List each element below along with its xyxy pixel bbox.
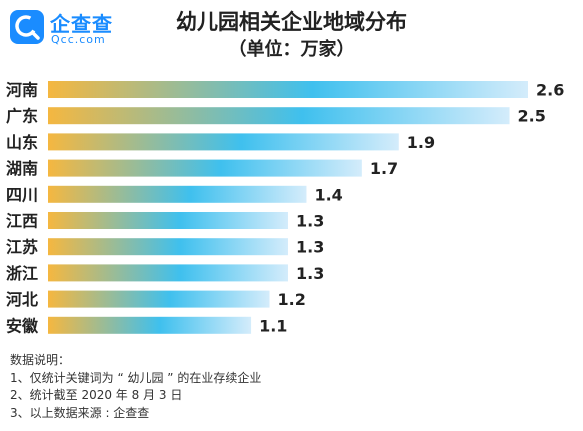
category-label: 山东 <box>6 133 38 152</box>
brand-name: 企查查 <box>50 12 113 36</box>
bar <box>48 159 362 177</box>
chart-unit: （单位：万家） <box>228 39 355 60</box>
bar <box>48 290 270 308</box>
brand-logo: 企查查 Qcc.com <box>10 8 120 48</box>
bar <box>48 212 288 229</box>
category-label: 江苏 <box>6 238 38 257</box>
bar-chart: 河南 2.6 广东 2.5 山东 1.9 湖南 1.7 四川 1.4 江西 1.3 江苏 1.3 浙江 1.3… <box>6 81 564 336</box>
chart-title: 幼儿园相关企业地域分布 <box>176 10 407 34</box>
value-label: 1.3 <box>296 264 324 283</box>
brand-domain: Qcc.com <box>51 33 106 46</box>
bar <box>48 264 288 282</box>
note-item-3: 3、以上数据来源 : 企查查 <box>10 405 150 420</box>
data-notes: 数据说明： 1、仅统计关键词为 “ 幼儿园 ” 的在业存续企业 2、统计截至 2… <box>10 352 261 422</box>
value-label: 1.3 <box>296 238 324 257</box>
bar <box>48 81 528 98</box>
category-label: 安徽 <box>6 316 39 335</box>
value-label: 1.9 <box>407 133 435 152</box>
value-label: 1.3 <box>296 212 324 231</box>
bar <box>48 238 288 256</box>
value-label: 1.2 <box>278 290 306 309</box>
category-label: 江西 <box>6 212 38 231</box>
notes-heading: 数据说明： <box>10 353 71 367</box>
magnifier-c-icon <box>10 10 44 44</box>
note-item-1: 1、仅统计关键词为 “ 幼儿园 ” 的在业存续企业 <box>10 370 262 385</box>
bar <box>48 107 510 125</box>
category-label: 浙江 <box>6 264 38 283</box>
value-label: 2.5 <box>518 107 546 126</box>
category-label: 四川 <box>6 185 38 204</box>
bar <box>48 316 252 334</box>
category-label: 河南 <box>6 81 38 100</box>
bar <box>48 185 307 203</box>
value-label: 1.1 <box>259 316 287 335</box>
category-label: 广东 <box>6 107 38 126</box>
note-item-2: 2、统计截至 2020 年 8 月 3 日 <box>10 388 183 402</box>
category-label: 河北 <box>6 290 38 309</box>
value-label: 1.4 <box>314 185 342 204</box>
value-label: 1.7 <box>370 159 398 178</box>
bars-group: 河南 2.6 广东 2.5 山东 1.9 湖南 1.7 四川 1.4 江西 1.3 江苏 1.3 浙江 1.3… <box>6 81 564 336</box>
category-label: 湖南 <box>6 159 38 178</box>
bar <box>48 133 399 151</box>
value-label: 2.6 <box>536 81 564 100</box>
